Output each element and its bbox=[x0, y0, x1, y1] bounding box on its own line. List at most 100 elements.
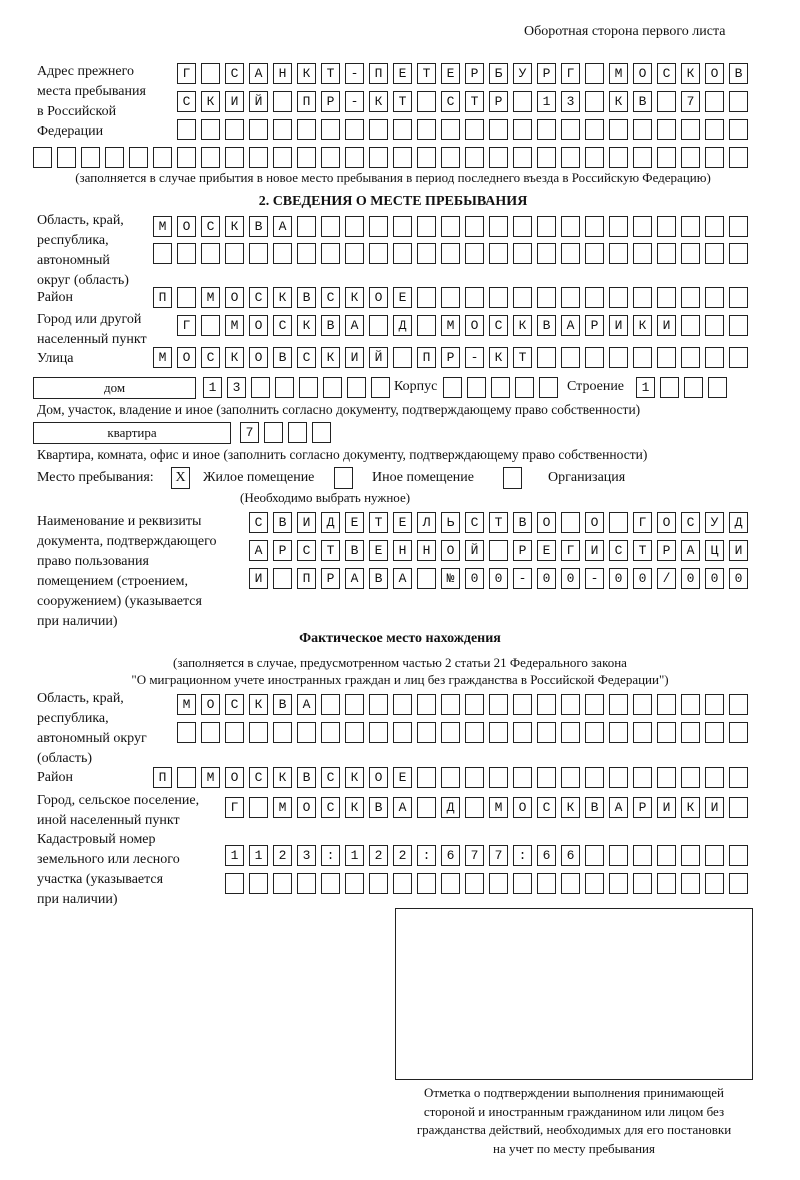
char-cell[interactable] bbox=[633, 147, 652, 168]
char-cell[interactable] bbox=[201, 91, 220, 112]
char-cell[interactable] bbox=[585, 91, 604, 112]
char-cell[interactable] bbox=[585, 216, 604, 237]
char-cell[interactable] bbox=[81, 147, 100, 168]
char-cell[interactable] bbox=[321, 722, 340, 743]
char-cell[interactable] bbox=[539, 377, 558, 398]
char-cell[interactable] bbox=[441, 767, 460, 788]
char-cell[interactable] bbox=[585, 243, 604, 264]
char-cell[interactable] bbox=[633, 216, 652, 237]
char-cell[interactable] bbox=[681, 873, 700, 894]
char-cell[interactable] bbox=[417, 147, 436, 168]
char-cell[interactable] bbox=[489, 63, 508, 84]
char-cell[interactable] bbox=[705, 540, 724, 561]
char-cell[interactable] bbox=[249, 91, 268, 112]
char-cell[interactable] bbox=[153, 767, 172, 788]
char-cell[interactable] bbox=[465, 845, 484, 866]
char-cell[interactable] bbox=[513, 63, 532, 84]
char-cell[interactable] bbox=[369, 287, 388, 308]
char-cell[interactable] bbox=[345, 845, 364, 866]
char-cell[interactable] bbox=[681, 315, 700, 336]
char-cell[interactable] bbox=[729, 243, 748, 264]
char-cell[interactable] bbox=[609, 287, 628, 308]
char-cell[interactable] bbox=[417, 797, 436, 818]
char-cell[interactable] bbox=[681, 767, 700, 788]
char-cell[interactable] bbox=[609, 767, 628, 788]
char-cell[interactable] bbox=[393, 119, 412, 140]
char-cell[interactable] bbox=[273, 347, 292, 368]
char-cell[interactable] bbox=[537, 568, 556, 589]
char-cell[interactable] bbox=[249, 63, 268, 84]
char-cell[interactable] bbox=[633, 845, 652, 866]
char-cell[interactable] bbox=[393, 91, 412, 112]
char-cell[interactable] bbox=[681, 722, 700, 743]
stay-other-premises-checkbox[interactable] bbox=[334, 467, 353, 489]
char-cell[interactable] bbox=[441, 694, 460, 715]
char-cell[interactable] bbox=[609, 243, 628, 264]
char-cell[interactable] bbox=[345, 287, 364, 308]
char-cell[interactable] bbox=[369, 315, 388, 336]
char-cell[interactable] bbox=[729, 568, 748, 589]
char-cell[interactable] bbox=[201, 767, 220, 788]
char-cell[interactable] bbox=[441, 119, 460, 140]
char-cell[interactable] bbox=[345, 147, 364, 168]
char-cell[interactable] bbox=[321, 147, 340, 168]
char-cell[interactable] bbox=[297, 722, 316, 743]
char-cell[interactable] bbox=[369, 568, 388, 589]
char-cell[interactable] bbox=[321, 91, 340, 112]
char-cell[interactable] bbox=[345, 243, 364, 264]
char-cell[interactable] bbox=[417, 873, 436, 894]
char-cell[interactable] bbox=[273, 540, 292, 561]
char-cell[interactable] bbox=[393, 287, 412, 308]
char-cell[interactable] bbox=[657, 512, 676, 533]
char-cell[interactable] bbox=[297, 119, 316, 140]
char-cell[interactable] bbox=[443, 377, 462, 398]
char-cell[interactable] bbox=[561, 147, 580, 168]
char-cell[interactable] bbox=[321, 873, 340, 894]
char-cell[interactable] bbox=[513, 568, 532, 589]
char-cell[interactable] bbox=[273, 315, 292, 336]
char-cell[interactable] bbox=[657, 568, 676, 589]
char-cell[interactable] bbox=[273, 694, 292, 715]
char-cell[interactable] bbox=[417, 845, 436, 866]
char-cell[interactable] bbox=[297, 767, 316, 788]
char-cell[interactable] bbox=[537, 722, 556, 743]
char-cell[interactable] bbox=[417, 722, 436, 743]
char-cell[interactable] bbox=[249, 540, 268, 561]
char-cell[interactable] bbox=[585, 63, 604, 84]
char-cell[interactable] bbox=[345, 767, 364, 788]
char-cell[interactable] bbox=[369, 216, 388, 237]
char-cell[interactable] bbox=[249, 767, 268, 788]
char-cell[interactable] bbox=[177, 287, 196, 308]
char-cell[interactable] bbox=[345, 873, 364, 894]
char-cell[interactable] bbox=[561, 722, 580, 743]
char-cell[interactable] bbox=[417, 540, 436, 561]
char-cell[interactable] bbox=[345, 797, 364, 818]
char-cell[interactable] bbox=[297, 287, 316, 308]
char-cell[interactable] bbox=[297, 315, 316, 336]
char-cell[interactable] bbox=[203, 377, 222, 398]
char-cell[interactable] bbox=[465, 91, 484, 112]
char-cell[interactable] bbox=[441, 512, 460, 533]
char-cell[interactable] bbox=[345, 512, 364, 533]
char-cell[interactable] bbox=[708, 377, 727, 398]
char-cell[interactable] bbox=[273, 767, 292, 788]
char-cell[interactable] bbox=[225, 722, 244, 743]
char-cell[interactable] bbox=[225, 243, 244, 264]
char-cell[interactable] bbox=[537, 767, 556, 788]
char-cell[interactable] bbox=[249, 287, 268, 308]
char-cell[interactable] bbox=[657, 873, 676, 894]
char-cell[interactable] bbox=[633, 512, 652, 533]
char-cell[interactable] bbox=[465, 243, 484, 264]
char-cell[interactable] bbox=[513, 873, 532, 894]
char-cell[interactable] bbox=[513, 694, 532, 715]
char-cell[interactable] bbox=[273, 243, 292, 264]
char-cell[interactable] bbox=[705, 797, 724, 818]
char-cell[interactable] bbox=[561, 119, 580, 140]
char-cell[interactable] bbox=[513, 797, 532, 818]
char-cell[interactable] bbox=[515, 377, 534, 398]
char-cell[interactable] bbox=[417, 694, 436, 715]
char-cell[interactable] bbox=[513, 243, 532, 264]
char-cell[interactable] bbox=[633, 694, 652, 715]
char-cell[interactable] bbox=[393, 873, 412, 894]
char-cell[interactable] bbox=[369, 797, 388, 818]
